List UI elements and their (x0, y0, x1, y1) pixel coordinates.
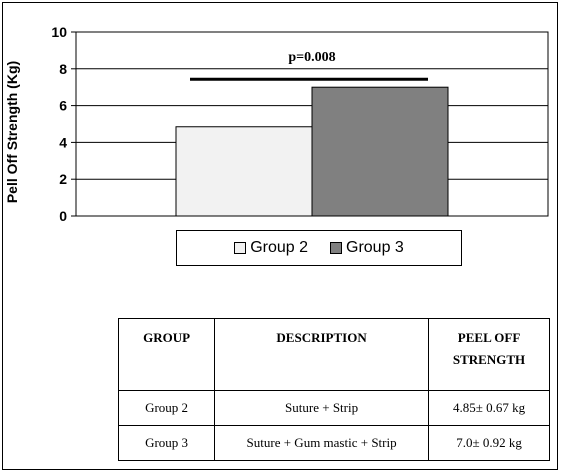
table-row: Group 2 Suture + Strip 4.85± 0.67 kg (117, 390, 550, 426)
y-tick-label: 0 (59, 208, 67, 224)
header-peel-off-strength: PEEL OFF STRENGTH (428, 318, 550, 391)
y-tick-label: 6 (59, 98, 67, 114)
significance-annotation: p=0.008 (190, 50, 428, 81)
legend-item-group-3: Group 3 (330, 239, 404, 257)
header-group: GROUP (117, 318, 216, 391)
legend-item-group-2: Group 2 (234, 239, 308, 257)
bar-group-3 (311, 86, 449, 217)
bars (175, 86, 449, 217)
plot-area-border (75, 31, 549, 217)
bar-group-2 (175, 126, 313, 217)
y-tick-label: 10 (51, 24, 67, 40)
legend-swatch-group-2 (234, 242, 247, 254)
header-description: DESCRIPTION (214, 318, 430, 391)
axes (75, 31, 549, 217)
cell-description: Suture + Strip (214, 390, 430, 426)
legend-label: Group 3 (346, 239, 404, 256)
figure-frame (2, 2, 558, 470)
bar-chart: 0 2 4 6 8 10 p=0.008 (51, 24, 549, 224)
cell-group: Group 2 (117, 390, 216, 426)
cell-strength: 7.0± 0.92 kg (428, 425, 550, 461)
legend-swatch-group-3 (330, 242, 342, 254)
p-value-label: p=0.008 (288, 50, 335, 65)
table-row: Group 3 Suture + Gum mastic + Strip 7.0±… (117, 425, 550, 461)
y-tick-labels: 0 2 4 6 8 10 (51, 24, 67, 224)
legend: Group 2 Group 3 (176, 230, 462, 266)
cell-strength: 4.85± 0.67 kg (428, 390, 550, 426)
cell-description: Suture + Gum mastic + Strip (214, 425, 430, 461)
legend-label: Group 2 (250, 239, 308, 256)
y-tick-label: 8 (59, 61, 67, 77)
y-axis-label: Pell Off Strength (Kg) (4, 60, 20, 204)
y-tick-label: 2 (59, 171, 67, 187)
y-tick-label: 4 (59, 134, 67, 150)
table-header-row: GROUP DESCRIPTION PEEL OFF STRENGTH (117, 318, 550, 391)
cell-group: Group 3 (117, 425, 216, 461)
results-table: GROUP DESCRIPTION PEEL OFF STRENGTH Grou… (117, 318, 550, 461)
